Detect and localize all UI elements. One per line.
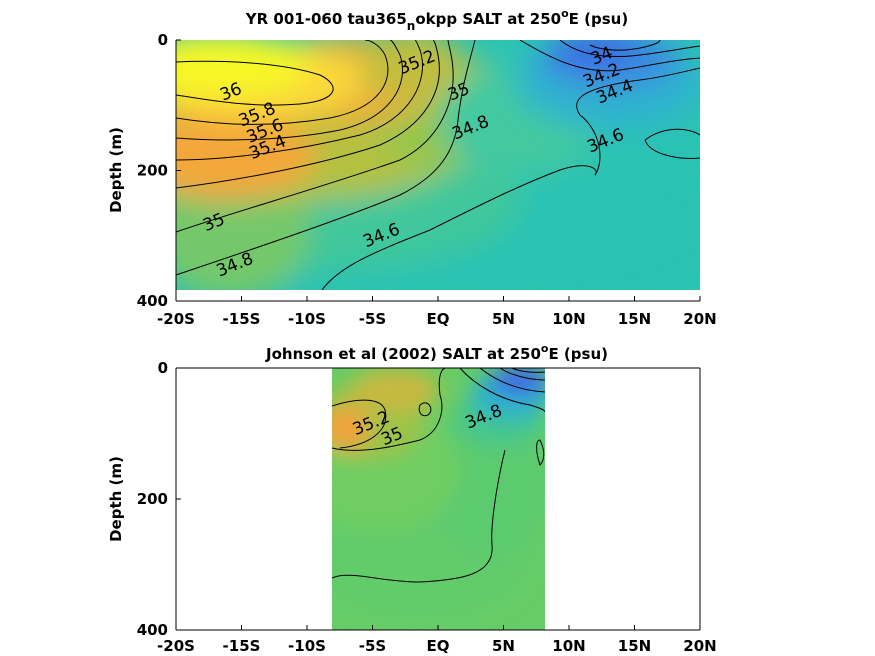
y-axis-label-top: Depth (m) — [107, 127, 125, 213]
y-tick-label: 400 — [137, 292, 168, 310]
y-axis-label-bottom: Depth (m) — [107, 456, 125, 542]
x-tick-label: -10S — [288, 310, 326, 328]
axes-top: -20S -15S -10S -5S EQ 5N 10N 15N 20N 0 200 400 Dep… — [107, 31, 717, 328]
x-tick-label: 20N — [683, 310, 716, 328]
x-tick-label: -10S — [288, 637, 326, 655]
contour-lines-top — [176, 40, 700, 290]
y-tick-label: 0 — [158, 359, 168, 377]
chart-title-bottom: Johnson et al (2002) SALT at 250oE (psu) — [265, 342, 608, 363]
panel-bottom: Johnson et al (2002) SALT at 250oE (psu) — [107, 342, 717, 655]
x-tick-label: 10N — [552, 637, 585, 655]
x-tick-label: 10N — [552, 310, 585, 328]
x-tick-label: 5N — [492, 637, 515, 655]
x-ticks-bottom: -20S -15S -10S -5S EQ 5N 10N 15N 20N — [157, 625, 717, 655]
panel-top: YR 001-060 tau365nokpp SALT at 250oE (ps… — [107, 7, 717, 328]
x-tick-label: 15N — [618, 310, 651, 328]
x-tick-label: EQ — [427, 310, 450, 328]
y-ticks-top: 0 200 400 — [137, 31, 181, 310]
y-ticks-bottom: 0 200 400 — [137, 359, 181, 639]
heatmap-field-top: 3635.835.635.435.23534.83434.234.434.634… — [176, 40, 700, 290]
x-tick-label: -15S — [223, 637, 261, 655]
x-tick-label: 20N — [683, 637, 716, 655]
y-tick-label: 400 — [137, 621, 168, 639]
x-tick-label: -20S — [157, 637, 195, 655]
chart-title-top: YR 001-060 tau365nokpp SALT at 250oE (ps… — [245, 7, 628, 33]
x-tick-label: 5N — [492, 310, 515, 328]
x-tick-label: -20S — [157, 310, 195, 328]
x-tick-label: EQ — [427, 637, 450, 655]
y-tick-label: 200 — [137, 162, 168, 180]
x-ticks-top: -20S -15S -10S -5S EQ 5N 10N 15N 20N — [157, 296, 717, 328]
y-tick-label: 200 — [137, 490, 168, 508]
x-tick-label: -5S — [359, 637, 386, 655]
x-tick-label: -15S — [223, 310, 261, 328]
y-tick-label: 0 — [158, 31, 168, 49]
axes-bottom: -20S -15S -10S -5S EQ 5N 10N 15N 20N 0 200 400 Dep… — [107, 359, 717, 655]
contour-lines-bottom — [332, 368, 545, 583]
x-tick-label: 15N — [618, 637, 651, 655]
x-tick-label: -5S — [359, 310, 386, 328]
